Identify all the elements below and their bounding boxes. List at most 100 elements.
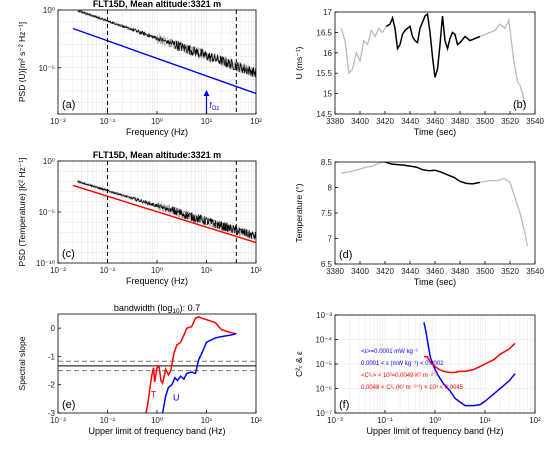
y-tick-label: 10⁻⁷ [316,409,332,418]
y-tick-label: 10⁻⁴ [315,336,332,345]
legend-text: <ε>=0.0001 mW kg⁻¹ [361,349,418,355]
y-tick-label: 8.5 [321,158,333,167]
y-tick-label: 15 [323,90,332,99]
plot-area [335,12,535,114]
x-tick-label: 10⁻² [50,266,66,275]
y-tick-label: -3 [48,409,56,418]
panel-f: 10⁻² 10⁻¹ 10⁰ 10¹ 10² 10⁻³ 10⁻⁴ 10⁻⁵ 10⁻⁶ 10⁻⁷ Upp… [294,311,541,436]
x-tick-label: 10⁻² [327,416,343,425]
panel-b: 3380 3400 3420 3440 3460 3480 3500 3520 3540 14.5… [294,8,544,137]
series-line-1 [384,162,481,185]
x-tick-label: 3540 [526,117,544,126]
y-tick-label: 10⁻¹⁰ [36,259,55,268]
y-tick-label: 7.5 [321,209,333,218]
x-tick-label: 10¹ [479,416,491,425]
x-tick-label: 3480 [451,117,469,126]
x-tick-label: 3460 [426,117,444,126]
x-axis-label: Frequency (Hz) [126,127,188,137]
plot-area [335,162,535,264]
panel-a: fOz 10⁻² 10⁻¹ 10⁰ 10¹ 10² 10⁰ 10⁻⁵ Frequency (Hz… [17,0,262,137]
x-tick-label: 3460 [426,267,444,276]
series-line-1 [161,333,237,413]
series-line-0 [341,162,386,174]
series-label: T [151,389,157,399]
x-tick-label: 10² [250,416,262,425]
x-tick-label: 3520 [501,117,519,126]
x-tick-label: 10¹ [201,416,213,425]
panel-d: 3380 3400 3420 3440 3460 3480 3500 3520 3540 6.5 7… [294,158,544,287]
y-tick-label: 10⁻³ [316,311,332,320]
x-tick-label: 3380 [326,267,344,276]
x-tick-label: 10⁰ [151,117,163,126]
chart-title: FLT15D, Mean altitude:3321 m [93,150,221,160]
x-tick-label: 3480 [451,267,469,276]
x-tick-label: 3440 [401,267,419,276]
series-label: U [173,392,180,402]
y-tick-label: 17 [323,8,332,17]
y-tick-label: 6.5 [321,260,333,269]
x-tick-label: 10⁰ [151,266,163,275]
panel-c: 10⁻² 10⁻¹ 10⁰ 10¹ 10² 10⁰ 10⁻⁵ 10⁻¹⁰ Frequency (… [17,150,262,286]
y-axis-label: Spectral slope [17,336,27,390]
y-axis-label: U (ms⁻¹) [294,46,304,79]
series-line-2 [479,177,529,247]
y-tick-label: 7 [328,235,333,244]
legend-text: <C²ₜ> × 10³=0.0049 K² m⁻²ᐟ³ [361,372,438,379]
grid [335,315,535,413]
x-tick-label: 10⁻² [50,416,66,425]
x-tick-label: 10⁻¹ [100,266,116,275]
x-axis-label: Frequency (Hz) [126,276,188,286]
y-tick-label: 15.5 [316,69,332,78]
chart-title: FLT15D, Mean altitude:3321 m [93,0,221,9]
chart-title: bandwidth (log10): 0.7 [114,303,200,315]
panel-e: 10⁻² 10⁻¹ 10⁰ 10¹ 10² 0 -1 -2 -3 Upper limit of f… [17,303,262,436]
series-line-0 [423,322,516,407]
y-axis-label: C²ₜ & ε [294,351,304,377]
x-tick-label: 3440 [401,117,419,126]
y-tick-label: 0 [51,324,56,333]
panel-label: (e) [62,399,75,411]
x-tick-label: 3520 [501,267,519,276]
y-tick-label: 16 [323,49,332,58]
x-tick-label: 3500 [476,117,494,126]
y-axis-label: PSD (U)[m² s⁻² Hz⁻¹] [17,22,27,102]
y-tick-label: 10⁻⁵ [316,360,332,369]
x-tick-label: 10² [250,117,262,126]
x-tick-label: 10⁻¹ [100,416,116,425]
y-tick-label: 16.5 [316,28,332,37]
y-axis-label: Temperature (°) [294,183,304,242]
x-tick-label: 10⁻¹ [100,117,116,126]
annotation-label: fOz [210,101,220,112]
series-line-0 [340,25,387,75]
x-tick-label: 10⁻¹ [377,416,393,425]
legend-text: 0.0001 < ε (mW kg⁻¹) < 0.0002 [361,361,444,367]
panel-label: (c) [62,248,75,260]
x-tick-label: 10¹ [201,266,213,275]
x-axis-label: Upper limit of frequency band (Hz) [366,426,503,436]
x-axis-label: Upper limit of frequency band (Hz) [88,426,225,436]
x-tick-label: 3500 [476,267,494,276]
x-axis-label: Time (sec) [414,277,456,287]
fit-line [72,27,256,95]
x-tick-label: 3420 [376,267,394,276]
y-tick-label: 10⁻⁵ [39,64,55,73]
y-tick-label: 10⁰ [43,6,55,15]
panel-label: (a) [62,99,75,111]
x-tick-label: 10⁻² [50,117,66,126]
y-tick-label: 10⁻⁶ [316,385,332,394]
x-tick-label: 10¹ [201,117,213,126]
y-tick-label: 14.5 [316,110,332,119]
series-line-2 [479,17,526,106]
annotation-arrowhead [203,90,210,96]
panel-label: (d) [339,249,352,261]
x-tick-label: 10⁰ [429,416,441,425]
y-tick-label: 10⁰ [43,157,55,166]
series-line-1 [423,342,516,374]
x-tick-label: 10² [529,416,541,425]
x-tick-label: 3540 [526,267,544,276]
plot-area [58,314,256,413]
x-axis-label: Time (sec) [414,127,456,137]
x-tick-label: 3400 [351,267,369,276]
y-axis-label: PSD (Temperature) [K² Hz⁻¹] [17,158,27,267]
